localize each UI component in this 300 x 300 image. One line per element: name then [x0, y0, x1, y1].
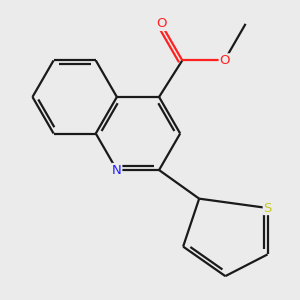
Text: O: O [156, 17, 166, 30]
Text: S: S [263, 202, 272, 214]
Text: N: N [112, 164, 122, 176]
Text: O: O [219, 54, 230, 67]
